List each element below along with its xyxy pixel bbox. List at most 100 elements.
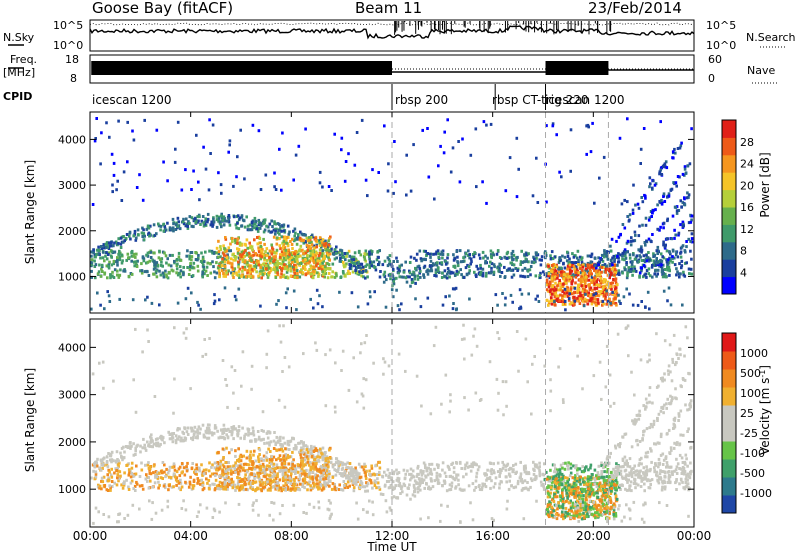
heatmap-cell (552, 266, 555, 270)
heatmap-cell (425, 469, 429, 473)
heatmap-cell (452, 264, 455, 268)
heatmap-cell (534, 297, 538, 301)
heatmap-cell (291, 237, 294, 241)
heatmap-cell (670, 470, 674, 474)
heatmap-cell (274, 269, 278, 273)
heatmap-cell (452, 271, 455, 275)
heatmap-cell (159, 476, 163, 480)
heatmap-cell (205, 431, 209, 435)
heatmap-cell (630, 489, 633, 493)
heatmap-cell (268, 261, 272, 265)
heatmap-cell (201, 255, 205, 259)
heatmap-cell (125, 233, 129, 236)
heatmap-cell (216, 429, 219, 433)
heatmap-cell (655, 249, 659, 253)
heatmap-cell (274, 479, 277, 483)
heatmap-cell (690, 214, 694, 218)
heatmap-cell (402, 468, 406, 472)
heatmap-cell (302, 464, 305, 468)
heatmap-cell (307, 448, 310, 451)
heatmap-cell (293, 234, 296, 238)
heatmap-cell (202, 433, 206, 437)
heatmap-cell (583, 297, 587, 301)
heatmap-cell (243, 265, 247, 269)
heatmap-cell (478, 483, 481, 487)
heatmap-cell (490, 266, 493, 270)
heatmap-cell (250, 268, 254, 272)
heatmap-cell (689, 213, 692, 217)
heatmap-cell (105, 463, 109, 467)
heatmap-cell (630, 467, 633, 471)
heatmap-cell (492, 253, 495, 257)
heatmap-cell (116, 476, 119, 480)
heatmap-cell (467, 484, 471, 488)
heatmap-cell (189, 262, 192, 265)
heatmap-cell (271, 475, 274, 479)
heatmap-cell (363, 462, 366, 466)
heatmap-cell (411, 469, 415, 473)
heatmap-cell (368, 252, 371, 256)
heatmap-cell (471, 465, 475, 469)
heatmap-cell (418, 249, 422, 253)
heatmap-cell (595, 283, 599, 287)
heatmap-cell (98, 466, 101, 470)
heatmap-cell (117, 275, 121, 279)
heatmap-cell (115, 188, 118, 192)
heatmap-cell (410, 278, 414, 281)
heatmap-cell (321, 261, 324, 265)
heatmap-cell (385, 278, 388, 282)
heatmap-cell (428, 462, 431, 466)
heatmap-cell (318, 244, 322, 248)
heatmap-cell (618, 485, 621, 489)
heatmap-cell (600, 279, 603, 283)
heatmap-cell (282, 479, 285, 483)
heatmap-cell (238, 267, 242, 271)
heatmap-cell (344, 160, 348, 163)
heatmap-cell (670, 237, 674, 241)
heatmap-cell (443, 130, 446, 134)
heatmap-cell (259, 245, 263, 248)
heatmap-cell (278, 255, 282, 259)
heatmap-cell (600, 290, 603, 294)
heatmap-cell (194, 258, 198, 261)
heatmap-cell (223, 217, 226, 220)
heatmap-cell (665, 461, 669, 465)
heatmap-cell (547, 264, 550, 268)
heatmap-cell (645, 269, 649, 272)
heatmap-cell (489, 122, 493, 126)
heatmap-cell (352, 486, 356, 490)
heatmap-cell (117, 119, 120, 123)
heatmap-cell (97, 249, 101, 253)
heatmap-cell (606, 468, 610, 471)
heatmap-cell (112, 161, 116, 165)
heatmap-cell (309, 264, 312, 268)
heatmap-cell (294, 472, 297, 475)
heatmap-cell (660, 259, 664, 263)
heatmap-cell (191, 265, 194, 269)
heatmap-cell (534, 475, 537, 479)
heatmap-cell (233, 238, 237, 242)
heatmap-cell (341, 488, 345, 492)
heatmap-cell (171, 228, 174, 232)
heatmap-cell (682, 270, 685, 274)
heatmap-cell (559, 266, 563, 270)
heatmap-cell (676, 147, 680, 150)
heatmap-cell (538, 472, 541, 476)
colorbar-segment (722, 120, 736, 138)
heatmap-cell (663, 479, 666, 483)
heatmap-cell (430, 269, 434, 273)
heatmap-cell (614, 277, 618, 281)
heatmap-cell (312, 269, 315, 273)
heatmap-cell (535, 156, 538, 160)
heatmap-cell (662, 192, 666, 196)
heatmap-cell (462, 256, 465, 260)
heatmap-cell (249, 246, 252, 250)
heatmap-cell (215, 472, 218, 476)
heatmap-cell (414, 297, 417, 301)
heatmap-cell (667, 192, 671, 196)
heatmap-cell (551, 122, 555, 126)
heatmap-cell (211, 463, 214, 467)
heatmap-cell (352, 255, 356, 259)
heatmap-cell (186, 286, 190, 290)
heatmap-cell (294, 263, 298, 267)
